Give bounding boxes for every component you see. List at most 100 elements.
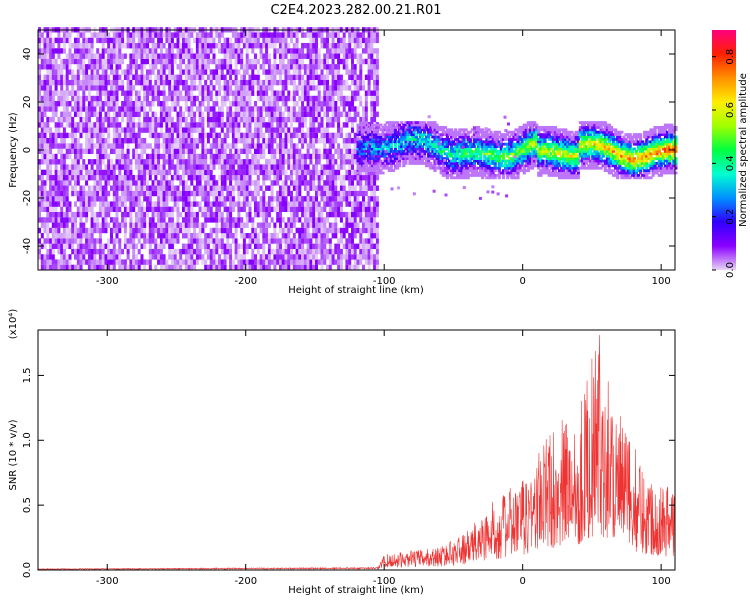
spectrogram-cell	[129, 111, 133, 117]
spectrogram-cell	[383, 140, 387, 144]
spectrogram-cell	[98, 143, 102, 149]
spectrogram-cell	[118, 169, 122, 176]
spectrogram-cell	[237, 148, 241, 154]
spectrogram-cell	[157, 37, 161, 44]
spectrogram-cell	[40, 64, 44, 70]
spectrogram-cell	[256, 106, 260, 112]
spectrogram-cell	[170, 58, 174, 65]
spectrogram-cell	[87, 79, 91, 86]
spectrogram-cell	[298, 53, 302, 59]
spectrogram-cell	[74, 185, 77, 191]
spectrogram-cell	[254, 43, 257, 49]
spectrogram-cell	[245, 95, 249, 102]
spectrogram-cell	[76, 90, 80, 96]
spectrogram-cell	[204, 48, 208, 54]
spectrogram-cell	[367, 169, 371, 176]
spectrogram-cell	[359, 227, 363, 234]
spectrogram-cell	[248, 190, 252, 197]
spectrogram-cell	[312, 227, 316, 234]
spectrogram-cell	[245, 153, 249, 160]
spectrogram-cell	[358, 166, 362, 170]
spectrogram-cell	[170, 185, 174, 191]
spectrogram-cell	[118, 58, 122, 65]
spectrogram-cell	[165, 32, 169, 38]
spectrogram-cell	[212, 116, 216, 123]
spectrogram-cell	[98, 64, 102, 70]
spectrogram-cell	[198, 74, 202, 80]
spectrogram-cell	[229, 254, 233, 260]
spectrogram-cell	[184, 143, 188, 149]
spectrogram-cell	[195, 248, 199, 255]
spectrogram-cell	[154, 90, 158, 96]
spectrogram-cell	[176, 159, 180, 165]
spectrogram-cell	[273, 238, 277, 244]
spectrogram-cell	[148, 101, 152, 107]
spectrogram-cell	[364, 162, 368, 165]
spectrogram-cell	[93, 74, 97, 80]
spectrogram-cell	[157, 196, 161, 202]
spectrogram-cell	[74, 106, 77, 112]
spectrogram-cell	[107, 95, 111, 102]
spectrogram-cell	[229, 169, 233, 176]
spectrogram-cell	[93, 169, 97, 176]
spectrogram-cell	[193, 122, 197, 128]
spectrogram-cell	[315, 43, 318, 49]
spectrogram-cell	[179, 106, 183, 112]
spectrogram-cell	[107, 159, 111, 165]
spectrogram-cell	[96, 132, 100, 139]
spectrogram-cell	[381, 147, 385, 151]
spectrogram-cell	[234, 37, 238, 44]
spectrogram-cell	[342, 196, 346, 202]
spectrogram-cell	[62, 64, 66, 70]
spectrogram-cell	[82, 53, 86, 59]
spectrogram-cell	[87, 159, 91, 165]
spectrogram-cell	[312, 122, 316, 128]
spectrogram-cell	[162, 211, 166, 218]
spectrogram-cell	[242, 185, 246, 191]
spectrogram-cell	[237, 127, 241, 133]
spectrogram-cell	[315, 243, 318, 249]
spectrogram-cell	[62, 106, 66, 112]
spectrogram-cell	[262, 264, 266, 271]
spectrogram-cell	[290, 64, 293, 70]
spectrogram-cell	[162, 238, 166, 244]
spectrogram-cell	[279, 37, 282, 44]
spectrogram-cell	[351, 106, 354, 112]
spectrogram-cell	[295, 85, 299, 91]
spectrogram-cell	[212, 69, 216, 75]
spectrogram-cell	[265, 222, 269, 228]
spectrogram-cell	[389, 166, 393, 170]
spectrogram-cell	[273, 69, 277, 75]
spectrogram-cell	[306, 206, 310, 212]
spectrogram-cell	[256, 32, 260, 38]
spectrogram-cell	[137, 48, 141, 54]
spectrogram-cell	[245, 138, 249, 144]
spectrogram-cell	[126, 175, 130, 181]
spectrogram-cell	[187, 227, 191, 234]
spectrogram-cell	[204, 85, 208, 91]
spectrogram-cell	[115, 143, 119, 149]
spectrogram-cell	[68, 43, 72, 49]
spectrogram-cell	[74, 227, 77, 234]
spectrogram-cell	[38, 211, 41, 218]
spectrogram-cell	[137, 190, 141, 197]
spectrogram-cell	[151, 32, 155, 38]
spectrogram-cell	[46, 90, 50, 96]
spectrogram-cell	[373, 85, 377, 91]
spectrogram-cell	[301, 79, 305, 86]
spectrogram-cell	[229, 127, 233, 133]
spectrogram-cell	[312, 48, 316, 54]
spectrogram-cell	[276, 111, 280, 117]
spectrogram-cell	[383, 145, 387, 148]
spectrogram-cell	[68, 53, 72, 59]
spectrogram-cell	[345, 159, 349, 165]
spectrogram-cell	[309, 122, 313, 128]
spectrogram-cell	[154, 264, 158, 271]
spectrogram-cell	[295, 169, 299, 176]
spectrogram-cell	[162, 227, 166, 234]
spectrogram-cell	[107, 138, 111, 144]
spectrogram-cell	[179, 43, 183, 49]
spectrogram-cell	[96, 153, 100, 160]
spectrogram-cell	[383, 138, 387, 141]
spectrogram-cell	[101, 132, 105, 139]
